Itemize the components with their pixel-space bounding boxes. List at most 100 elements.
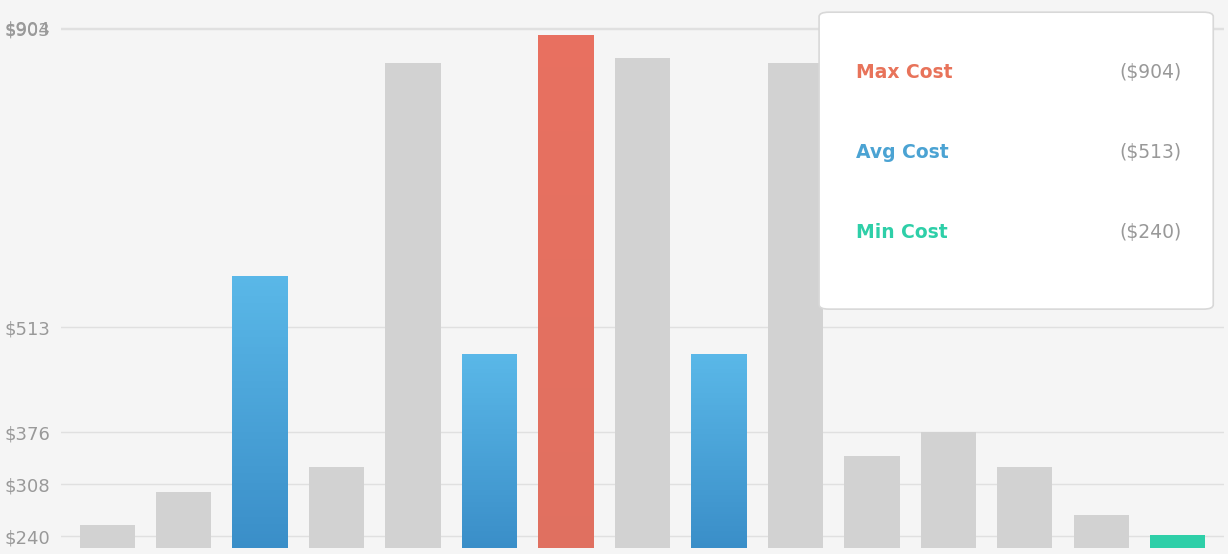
Bar bbox=[691, 461, 747, 463]
Bar bbox=[538, 170, 593, 176]
Bar bbox=[462, 504, 517, 507]
Bar bbox=[232, 344, 287, 347]
Bar bbox=[538, 362, 593, 368]
Bar bbox=[232, 388, 287, 392]
Bar bbox=[691, 400, 747, 403]
Bar bbox=[538, 419, 593, 426]
Bar bbox=[462, 383, 517, 386]
Bar bbox=[691, 378, 747, 381]
Bar bbox=[691, 524, 747, 526]
Bar bbox=[691, 386, 747, 388]
Bar bbox=[462, 526, 517, 529]
Bar bbox=[691, 490, 747, 492]
Bar bbox=[462, 427, 517, 429]
Bar bbox=[462, 502, 517, 504]
Bar bbox=[232, 466, 287, 470]
Bar bbox=[462, 437, 517, 439]
Bar bbox=[232, 392, 287, 395]
Bar bbox=[691, 473, 747, 475]
Bar bbox=[538, 522, 593, 529]
Bar bbox=[691, 546, 747, 548]
Bar bbox=[462, 364, 517, 366]
Bar bbox=[462, 488, 517, 490]
Bar bbox=[691, 419, 747, 422]
Bar bbox=[691, 456, 747, 458]
Bar bbox=[538, 144, 593, 150]
Bar bbox=[232, 449, 287, 453]
Bar bbox=[232, 357, 287, 361]
Bar bbox=[462, 424, 517, 427]
Bar bbox=[232, 317, 287, 320]
Bar bbox=[538, 509, 593, 516]
Bar bbox=[691, 361, 747, 364]
Bar bbox=[538, 240, 593, 247]
Bar bbox=[538, 452, 593, 458]
Bar bbox=[538, 407, 593, 413]
Bar bbox=[538, 125, 593, 131]
Bar bbox=[538, 439, 593, 445]
Bar bbox=[538, 304, 593, 311]
Bar bbox=[462, 456, 517, 458]
Bar bbox=[538, 73, 593, 80]
Bar bbox=[538, 336, 593, 342]
Bar bbox=[232, 473, 287, 476]
Bar bbox=[691, 429, 747, 432]
Bar bbox=[232, 456, 287, 459]
Bar bbox=[462, 546, 517, 548]
Bar bbox=[691, 504, 747, 507]
Bar bbox=[538, 150, 593, 157]
Bar bbox=[691, 437, 747, 439]
Bar bbox=[462, 439, 517, 442]
Bar bbox=[462, 497, 517, 499]
Bar bbox=[538, 478, 593, 484]
Bar bbox=[462, 442, 517, 444]
Bar bbox=[691, 478, 747, 480]
Bar bbox=[232, 300, 287, 303]
Bar bbox=[691, 499, 747, 502]
Bar bbox=[462, 378, 517, 381]
Bar bbox=[691, 458, 747, 461]
Bar bbox=[232, 483, 287, 486]
Bar bbox=[538, 259, 593, 266]
Bar bbox=[232, 334, 287, 337]
Bar bbox=[462, 419, 517, 422]
Bar bbox=[691, 463, 747, 465]
Bar bbox=[538, 118, 593, 125]
Bar bbox=[538, 137, 593, 144]
Bar bbox=[232, 446, 287, 449]
Bar bbox=[538, 394, 593, 401]
Bar bbox=[538, 291, 593, 297]
Bar bbox=[232, 443, 287, 446]
Bar bbox=[538, 484, 593, 490]
Bar bbox=[462, 511, 517, 514]
Bar bbox=[232, 541, 287, 545]
Bar bbox=[538, 221, 593, 227]
Bar bbox=[462, 495, 517, 497]
Bar bbox=[232, 306, 287, 310]
Bar bbox=[538, 368, 593, 375]
Bar bbox=[538, 381, 593, 387]
Bar bbox=[691, 407, 747, 410]
Text: Max Cost: Max Cost bbox=[856, 63, 953, 81]
Bar bbox=[232, 314, 287, 317]
Bar bbox=[232, 490, 287, 494]
Bar bbox=[462, 388, 517, 391]
Bar bbox=[538, 112, 593, 118]
Text: ($904): ($904) bbox=[1119, 63, 1181, 81]
Bar bbox=[232, 425, 287, 429]
Bar bbox=[232, 470, 287, 473]
Bar bbox=[232, 517, 287, 521]
Bar bbox=[232, 371, 287, 375]
Bar bbox=[691, 516, 747, 519]
Bar bbox=[462, 463, 517, 465]
Bar bbox=[691, 383, 747, 386]
Bar bbox=[232, 347, 287, 351]
Bar bbox=[845, 456, 899, 548]
Bar bbox=[462, 376, 517, 378]
Bar bbox=[462, 444, 517, 446]
Bar bbox=[538, 195, 593, 202]
Bar bbox=[538, 330, 593, 336]
Bar bbox=[462, 381, 517, 383]
Bar bbox=[691, 507, 747, 509]
Bar bbox=[538, 272, 593, 279]
